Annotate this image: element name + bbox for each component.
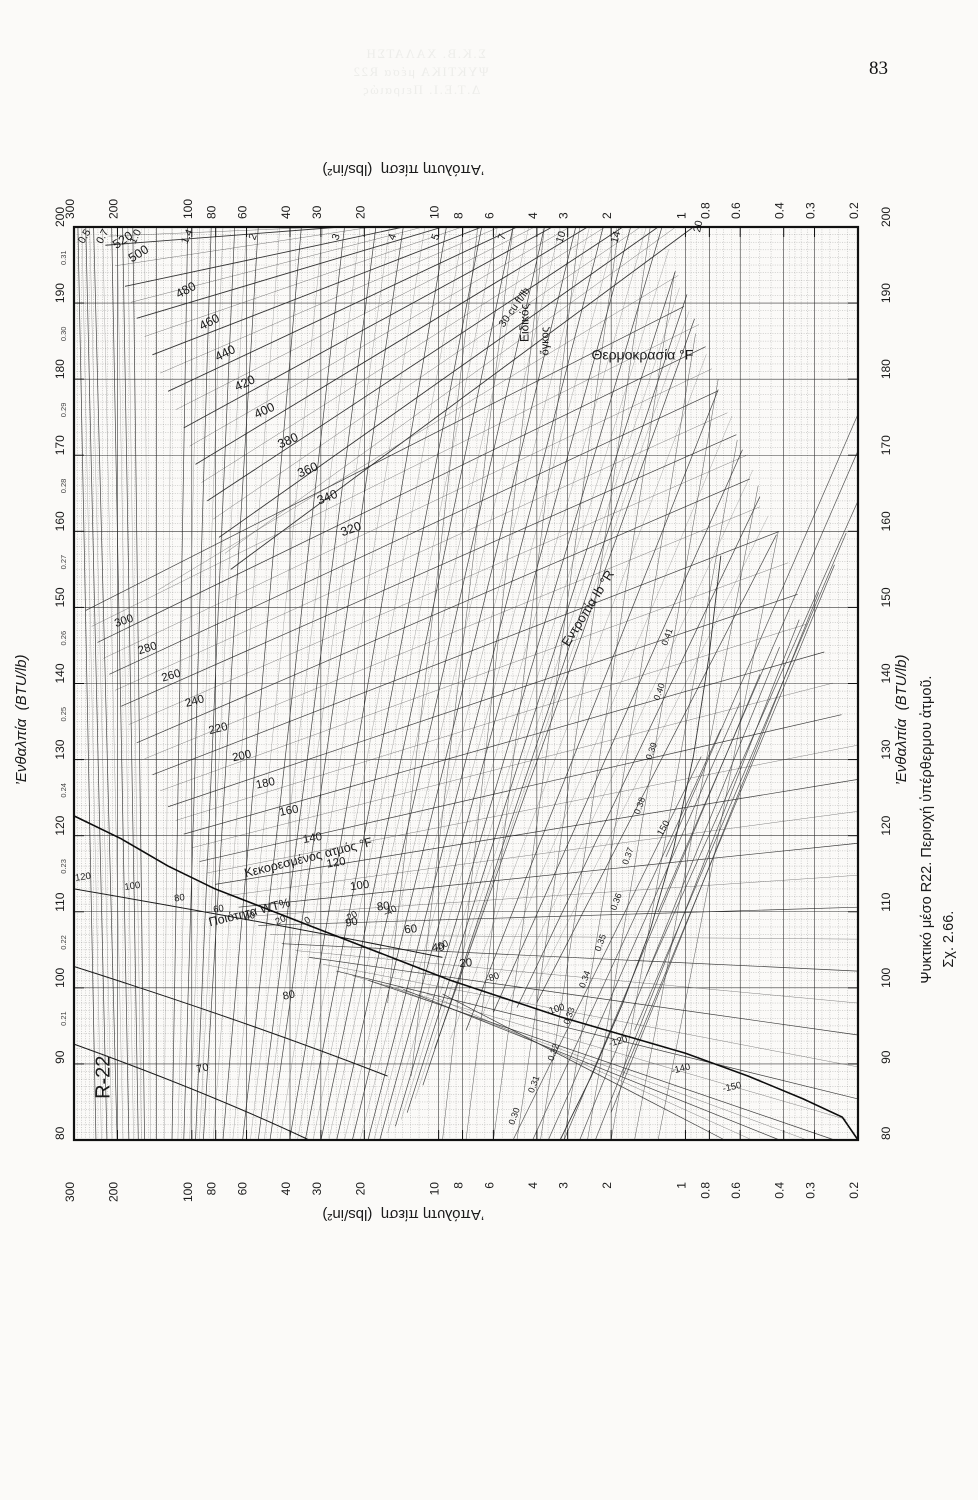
svg-text:0.30: 0.30 (59, 327, 68, 342)
svg-text:110: 110 (879, 892, 893, 911)
svg-text:150: 150 (53, 587, 67, 607)
svg-text:30: 30 (310, 205, 324, 219)
svg-text:Σχ. 2.66.: Σχ. 2.66. (941, 911, 957, 968)
svg-text:100: 100 (181, 1182, 195, 1202)
svg-text:150: 150 (879, 587, 893, 607)
svg-text:90: 90 (53, 1050, 67, 1064)
svg-text:’Απόλυτη πίεση (lbs/in²): ’Απόλυτη πίεση (lbs/in²) (322, 161, 484, 178)
svg-text:100: 100 (879, 967, 893, 987)
svg-text:0.6: 0.6 (729, 1182, 743, 1199)
svg-text:170: 170 (53, 435, 67, 455)
svg-text:0.22: 0.22 (59, 935, 68, 950)
svg-text:0.24: 0.24 (59, 783, 68, 798)
svg-text:90: 90 (879, 1050, 893, 1064)
svg-text:6: 6 (482, 1182, 496, 1189)
svg-text:4: 4 (526, 1182, 540, 1189)
svg-text:130: 130 (53, 739, 67, 759)
svg-text:ὄγκος: ὄγκος (539, 327, 551, 355)
svg-text:’Ενθαλπία (BTU/lb): ’Ενθαλπία (BTU/lb) (893, 655, 910, 786)
svg-text:10: 10 (428, 205, 442, 219)
svg-text:120: 120 (74, 871, 91, 884)
svg-text:140: 140 (879, 663, 893, 683)
svg-text:6: 6 (482, 212, 496, 219)
svg-text:0.23: 0.23 (59, 859, 68, 874)
svg-text:0.26: 0.26 (59, 631, 68, 646)
svg-text:2: 2 (600, 1182, 614, 1189)
svg-text:80: 80 (205, 205, 219, 219)
svg-text:160: 160 (879, 511, 893, 531)
svg-text:1: 1 (674, 212, 688, 219)
svg-text:4: 4 (526, 212, 540, 219)
svg-text:100: 100 (181, 199, 195, 219)
svg-text:40: 40 (279, 205, 293, 219)
svg-text:’Απόλυτη πίεση (lbs/in²): ’Απόλυτη πίεση (lbs/in²) (322, 1206, 484, 1223)
svg-text:200: 200 (106, 199, 120, 219)
svg-text:200: 200 (879, 207, 893, 227)
svg-text:0.8: 0.8 (698, 1182, 712, 1199)
svg-text:80: 80 (53, 1126, 67, 1140)
svg-text:0.3: 0.3 (804, 1182, 818, 1199)
svg-text:190: 190 (53, 283, 67, 303)
svg-text:110: 110 (53, 892, 67, 911)
svg-text:0.6: 0.6 (729, 202, 743, 219)
svg-text:R-22: R-22 (92, 1056, 114, 1099)
svg-text:130: 130 (879, 739, 893, 759)
svg-text:180: 180 (53, 359, 67, 379)
svg-text:0.2: 0.2 (847, 202, 861, 219)
svg-text:0.25: 0.25 (59, 707, 68, 722)
svg-text:30: 30 (310, 1182, 324, 1196)
svg-text:170: 170 (879, 435, 893, 455)
svg-text:8: 8 (452, 1182, 466, 1189)
svg-text:60: 60 (212, 903, 224, 916)
svg-text:80: 80 (205, 1182, 219, 1196)
svg-text:100: 100 (124, 880, 141, 893)
svg-text:0.2: 0.2 (847, 1182, 861, 1199)
svg-text:80: 80 (173, 892, 185, 904)
svg-text:120: 120 (879, 815, 893, 835)
svg-text:60: 60 (236, 1182, 250, 1196)
svg-text:0.4: 0.4 (773, 202, 787, 219)
svg-text:60: 60 (236, 205, 250, 219)
svg-text:300: 300 (63, 1182, 77, 1202)
svg-text:40: 40 (279, 1182, 293, 1196)
svg-text:0.21: 0.21 (59, 1011, 68, 1026)
svg-text:’Ενθαλπία (BTU/lb): ’Ενθαλπία (BTU/lb) (13, 655, 30, 786)
svg-text:10: 10 (428, 1182, 442, 1196)
svg-text:0.29: 0.29 (59, 403, 68, 418)
svg-text:100: 100 (53, 967, 67, 987)
svg-text:140: 140 (53, 663, 67, 683)
svg-text:3: 3 (557, 212, 571, 219)
svg-text:80: 80 (879, 1126, 893, 1140)
svg-text:200: 200 (106, 1182, 120, 1202)
svg-text:Ψυκτικό μέσο R22. Περιοχή ὑπέ: Ψυκτικό μέσο R22. Περιοχή ὑπέρθερμου ἀτμ… (919, 676, 935, 984)
svg-text:120: 120 (53, 815, 67, 835)
svg-text:1: 1 (674, 1182, 688, 1189)
svg-text:0.4: 0.4 (773, 1182, 787, 1199)
svg-text:0.28: 0.28 (59, 479, 68, 494)
svg-text:20: 20 (459, 957, 473, 970)
svg-text:3: 3 (557, 1182, 571, 1189)
svg-text:190: 190 (879, 283, 893, 303)
svg-text:0.3: 0.3 (804, 202, 818, 219)
svg-text:Θερμοκρασία °F: Θερμοκρασία °F (591, 346, 693, 362)
svg-text:0.8: 0.8 (698, 202, 712, 219)
svg-text:0.27: 0.27 (59, 555, 68, 570)
svg-text:60: 60 (404, 923, 418, 936)
svg-text:8: 8 (452, 212, 466, 219)
svg-text:2: 2 (600, 212, 614, 219)
svg-text:160: 160 (53, 511, 67, 531)
svg-text:180: 180 (879, 359, 893, 379)
svg-text:0.31: 0.31 (59, 250, 68, 265)
svg-text:20: 20 (353, 205, 367, 219)
svg-text:200: 200 (53, 207, 67, 227)
svg-text:20: 20 (353, 1182, 367, 1196)
